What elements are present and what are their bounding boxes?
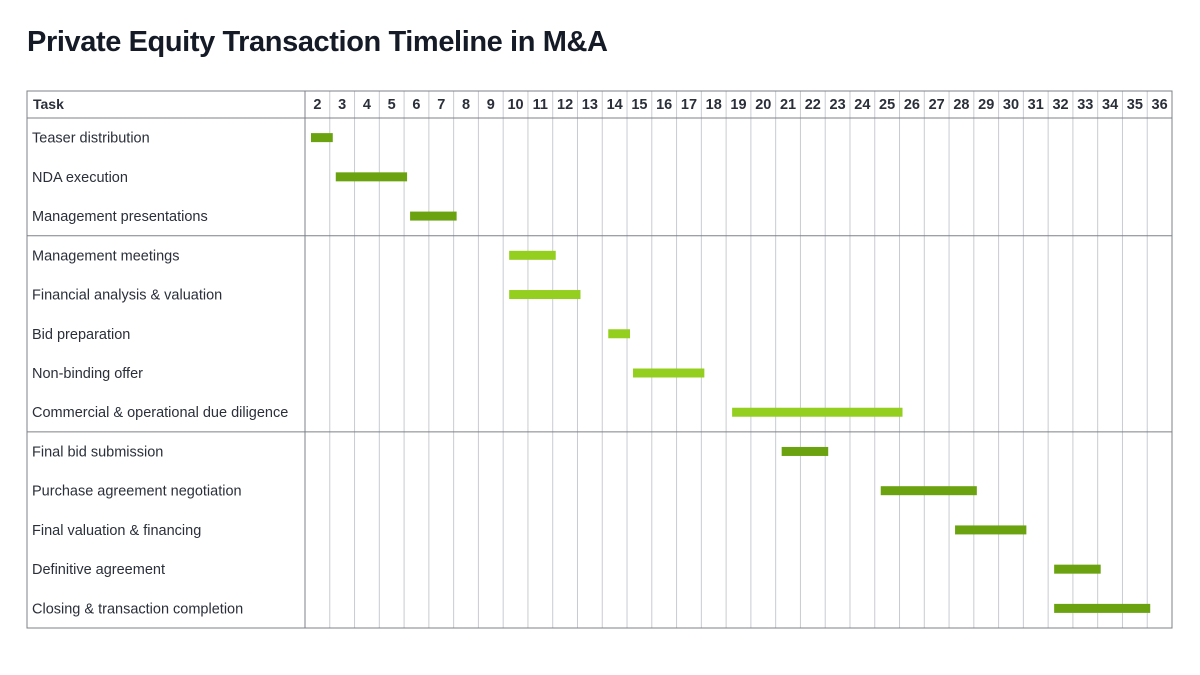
task-label: Teaser distribution [32,131,150,147]
x-tick-label: 10 [507,97,523,113]
x-tick-label: 5 [388,97,396,113]
task-label: Final valuation & financing [32,523,201,539]
task-bar [410,211,457,221]
x-tick-label: 23 [830,97,846,113]
x-tick-label: 4 [363,97,371,113]
x-tick-label: 8 [462,97,470,113]
x-tick-label: 27 [929,97,945,113]
x-tick-label: 14 [607,97,623,113]
x-tick-label: 32 [1052,97,1068,113]
task-label: Commercial & operational due diligence [32,405,288,421]
task-bar [633,368,705,378]
x-tick-label: 34 [1102,97,1118,113]
x-tick-label: 29 [978,97,994,113]
x-tick-label: 18 [706,97,722,113]
task-label: NDA execution [32,170,128,186]
x-tick-label: 31 [1028,97,1044,113]
task-bar [509,290,581,300]
x-tick-label: 13 [582,97,598,113]
task-bar [1054,603,1151,613]
task-bar [608,329,631,339]
x-tick-label: 6 [412,97,420,113]
task-bar [509,250,556,260]
task-bar [955,525,1027,535]
task-label: Financial analysis & valuation [32,288,222,304]
x-tick-label: 36 [1152,97,1168,113]
x-tick-label: 15 [631,97,647,113]
task-label: Closing & transaction completion [32,601,243,617]
x-tick-label: 25 [879,97,895,113]
x-tick-label: 12 [557,97,573,113]
task-label: Purchase agreement negotiation [32,484,242,500]
x-tick-label: 3 [338,97,346,113]
x-tick-label: 21 [780,97,796,113]
task-bar [781,446,829,456]
task-bar [1054,564,1101,574]
x-tick-label: 16 [656,97,672,113]
x-tick-label: 17 [681,97,697,113]
task-label: Final bid submission [32,444,163,460]
task-bar [335,172,408,182]
task-bar [311,133,333,143]
x-tick-label: 33 [1077,97,1093,113]
x-tick-label: 7 [437,97,445,113]
x-tick-label: 19 [730,97,746,113]
chart-title: Private Equity Transaction Timeline in M… [27,26,608,58]
task-label: Management presentations [32,209,208,225]
x-tick-label: 30 [1003,97,1019,113]
x-tick-label: 11 [533,97,548,113]
x-tick-label: 28 [953,97,969,113]
x-tick-label: 20 [755,97,771,113]
task-bar [732,407,903,417]
table-border [26,90,1173,629]
task-column-header: Task [33,96,64,112]
x-tick-label: 35 [1127,97,1143,113]
x-tick-label: 9 [487,97,495,113]
task-bar [880,486,977,496]
task-label: Bid preparation [32,327,130,343]
x-tick-label: 26 [904,97,920,113]
task-label: Definitive agreement [32,562,165,578]
task-label: Management meetings [32,248,180,264]
x-tick-label: 22 [805,97,821,113]
x-tick-label: 2 [313,97,321,113]
x-tick-label: 24 [854,97,870,113]
task-label: Non-binding offer [32,366,143,382]
